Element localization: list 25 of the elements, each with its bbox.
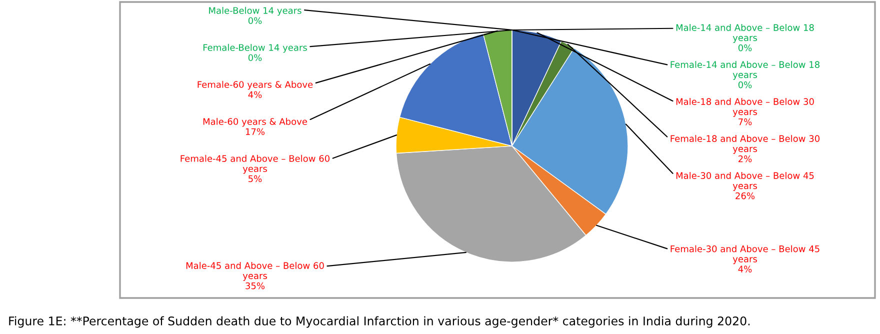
text: 0%: [738, 44, 752, 52]
data-label: 35%: [246, 282, 265, 290]
data-label: 2%: [738, 155, 752, 162]
data-label: 4%: [738, 266, 752, 272]
slice-label: Male-30 and Above – Below 45 years: [676, 172, 814, 191]
data-label: 7%: [738, 118, 752, 126]
data-label: 4%: [248, 91, 262, 98]
slice-label: Male-60 years & Above: [203, 118, 307, 127]
slice-label: Female-60 years & Above: [198, 80, 313, 90]
category-label: Male-14 and Above – Below 18 years: [676, 24, 814, 43]
data-label: 26%: [736, 192, 755, 200]
slice-label: Female-45 and Above – Below 60 years: [180, 154, 330, 174]
text: 0%: [248, 17, 262, 24]
text: 0%: [248, 54, 262, 62]
slice-label: Female-30 and Above – Below 45 years: [670, 245, 820, 264]
data-label: 17%: [246, 128, 265, 136]
text: 0%: [738, 81, 752, 88]
slice-label: Female-18 and Above – Below 30 years: [670, 135, 820, 154]
data-label: 5%: [248, 175, 262, 182]
caption: Figure 1E: **Percentage of Sudden death due to Myocardial Infarction in various age-gender* categories in India during 2020.: [9, 316, 750, 328]
slice-label: Male-45 and Above – Below 60 years: [186, 262, 324, 281]
category-label: Female-Below 14 years: [203, 44, 307, 53]
slice-label: Male-18 and Above – Below 30 years: [676, 98, 814, 117]
category-label: Male-Below 14 years: [209, 6, 302, 16]
category-label: Female-14 and Above – Below 18 years: [670, 61, 820, 80]
